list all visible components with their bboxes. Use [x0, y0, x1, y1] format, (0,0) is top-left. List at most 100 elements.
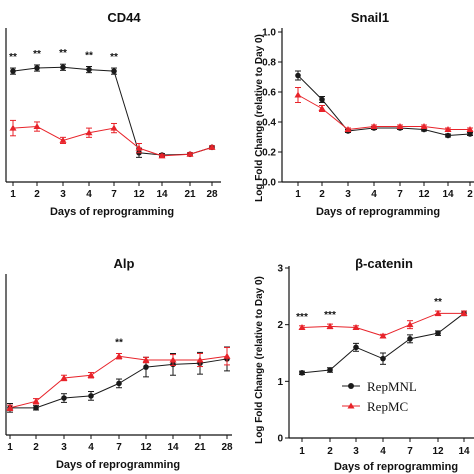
beta-catenin-point-repmnl — [407, 336, 413, 342]
cd44-plot-area: ** ** ** ** ** — [9, 48, 216, 159]
alp-title: Alp — [114, 256, 135, 271]
snail1-x-tick-label: 12 — [418, 189, 430, 200]
snail1-x-tick-label: 4 — [371, 189, 377, 200]
snail1-line-repmnl — [297, 75, 471, 137]
snail1-title: Snail1 — [351, 10, 389, 25]
beta-catenin-y-label: Log Fold Change (relative to Day 0) — [254, 276, 265, 444]
beta-catenin-point-repmc — [352, 324, 360, 330]
snail1-y-tick-label: 0.0 — [262, 178, 276, 189]
legend-marker-repmnl — [348, 383, 354, 389]
alp-point-repmnl — [116, 380, 122, 387]
alp-point-repmc — [60, 374, 68, 381]
snail1-x-tick-label: 3 — [345, 189, 351, 200]
cd44-x-label: Days of reprogramming — [50, 206, 174, 218]
beta-catenin-x-tick-label: 12 — [432, 446, 444, 457]
beta-catenin-x-tick-label: 3 — [353, 446, 359, 457]
cd44-point-repmc — [33, 123, 41, 130]
cd44-x-tick-label: 3 — [60, 189, 66, 200]
beta-catenin-x-label: Days of reprogramming — [334, 461, 458, 473]
cd44-x-tick-label: 7 — [111, 189, 117, 200]
legend-item-repmc: RepMC — [342, 399, 408, 414]
alp-x-tick-label: 12 — [140, 442, 152, 453]
cd44-point-repmc — [85, 129, 93, 136]
alp-x-label: Days of reprogramming — [56, 459, 180, 471]
snail1-plot-area — [294, 70, 474, 139]
cd44-line-repmnl — [12, 66, 213, 156]
cd44-point-repmnl — [86, 66, 92, 73]
snail1-y-tick-label: 0.2 — [262, 148, 276, 159]
snail1-y-ticks: 0.0 0.2 0.4 0.6 0.8 1.0 — [262, 28, 282, 189]
cd44-x-tick-label: 12 — [133, 189, 145, 200]
beta-catenin-x-ticks: 1 2 3 4 7 12 14 — [299, 438, 470, 457]
cd44-significance-label: ** — [33, 49, 41, 60]
alp-point-repmc — [87, 371, 95, 378]
cd44-significance-label: ** — [9, 52, 17, 63]
beta-catenin-point-repmnl — [380, 355, 386, 362]
cd44-point-repmnl — [34, 65, 40, 71]
cd44-significance-label: ** — [85, 51, 93, 62]
cd44-significance-label: ** — [59, 48, 67, 59]
cd44-x-tick-label: 4 — [86, 189, 92, 200]
alp-x-tick-label: 7 — [116, 442, 122, 453]
alp-point-repmnl — [88, 393, 94, 399]
beta-catenin-y-tick-label: 2 — [277, 320, 283, 331]
snail1-x-tick-label: 7 — [397, 189, 403, 200]
cd44-point-repmnl — [111, 68, 117, 74]
snail1-point-repmc — [466, 126, 474, 132]
cd44-point-repmc — [110, 124, 118, 131]
beta-catenin-y-tick-label: 0 — [277, 434, 283, 445]
beta-catenin-point-repmc — [434, 309, 442, 316]
snail1-x-label: Days of reprogramming — [316, 206, 440, 218]
snail1-point-repmnl — [319, 96, 325, 103]
snail1-y-tick-label: 1.0 — [262, 28, 276, 39]
alp-point-repmnl — [33, 405, 39, 411]
snail1-point-repmc — [444, 126, 452, 132]
cd44-significance-label: ** — [110, 52, 118, 63]
snail1-y-tick-label: 0.4 — [262, 118, 276, 129]
snail1-point-repmc — [420, 123, 428, 129]
cd44-x-axis: 1 2 3 4 7 12 14 21 28 Days of reprogramming — [6, 181, 221, 218]
beta-catenin-y-ticks: 0 1 2 3 — [277, 264, 289, 445]
snail1-x-tick-label: 2 — [467, 189, 473, 200]
snail1-x-tick-label: 1 — [295, 189, 301, 200]
alp-x-tick-label: 1 — [7, 442, 13, 453]
panel-beta-catenin: β-catenin Log Fold Change (relative to D… — [254, 256, 474, 473]
cd44-line-repmc — [12, 126, 213, 157]
cd44-x-tick-label: 28 — [206, 189, 218, 200]
cd44-x-tick-label: 14 — [156, 189, 168, 200]
alp-x-tick-label: 21 — [194, 442, 206, 453]
beta-catenin-point-repmnl — [327, 367, 333, 373]
alp-point-repmc — [196, 356, 204, 363]
beta-catenin-significance-label: *** — [296, 312, 308, 323]
alp-x-tick-label: 14 — [167, 442, 179, 453]
snail1-y-tick-label: 0.8 — [262, 58, 276, 69]
alp-point-repmnl — [143, 364, 149, 370]
cd44-title: CD44 — [107, 10, 141, 25]
alp-point-repmc — [169, 356, 177, 363]
panel-cd44: CD44 1 2 3 4 7 12 14 21 28 Days of reprogramming… — [5, 10, 221, 218]
beta-catenin-y-tick-label: 1 — [277, 377, 283, 388]
snail1-point-repmnl — [295, 72, 301, 79]
cd44-x-tick-label: 2 — [34, 189, 40, 200]
alp-point-repmc — [223, 352, 231, 359]
beta-catenin-x-tick-label: 2 — [327, 446, 333, 457]
alp-point-repmc — [115, 352, 123, 359]
snail1-point-repmc — [396, 123, 404, 129]
beta-catenin-significance-label: *** — [324, 310, 336, 321]
beta-catenin-point-repmnl — [435, 330, 441, 336]
snail1-y-tick-label: 0.6 — [262, 88, 276, 99]
beta-catenin-plot-area: *** ***** — [296, 297, 468, 376]
legend-item-repmnl: RepMNL — [342, 379, 417, 394]
beta-catenin-x-tick-label: 7 — [407, 446, 413, 457]
cd44-point-repmc — [135, 144, 143, 151]
panel-snail1: Snail1 Log Fold Change (relative to Day … — [254, 10, 474, 218]
legend-label-repmnl: RepMNL — [367, 379, 417, 394]
alp-point-repmc — [6, 404, 14, 411]
alp-x-tick-label: 4 — [88, 442, 94, 453]
cd44-x-tick-label: 1 — [10, 189, 16, 200]
beta-catenin-point-repmnl — [353, 344, 359, 351]
snail1-point-repmc — [344, 126, 352, 132]
panel-alp: Alp 1 2 3 4 7 12 14 21 28 Days of reprogramming … — [5, 256, 233, 471]
cd44-point-repmc — [9, 124, 17, 131]
cd44-x-ticks: 1 2 3 4 7 12 14 21 28 — [10, 182, 218, 200]
